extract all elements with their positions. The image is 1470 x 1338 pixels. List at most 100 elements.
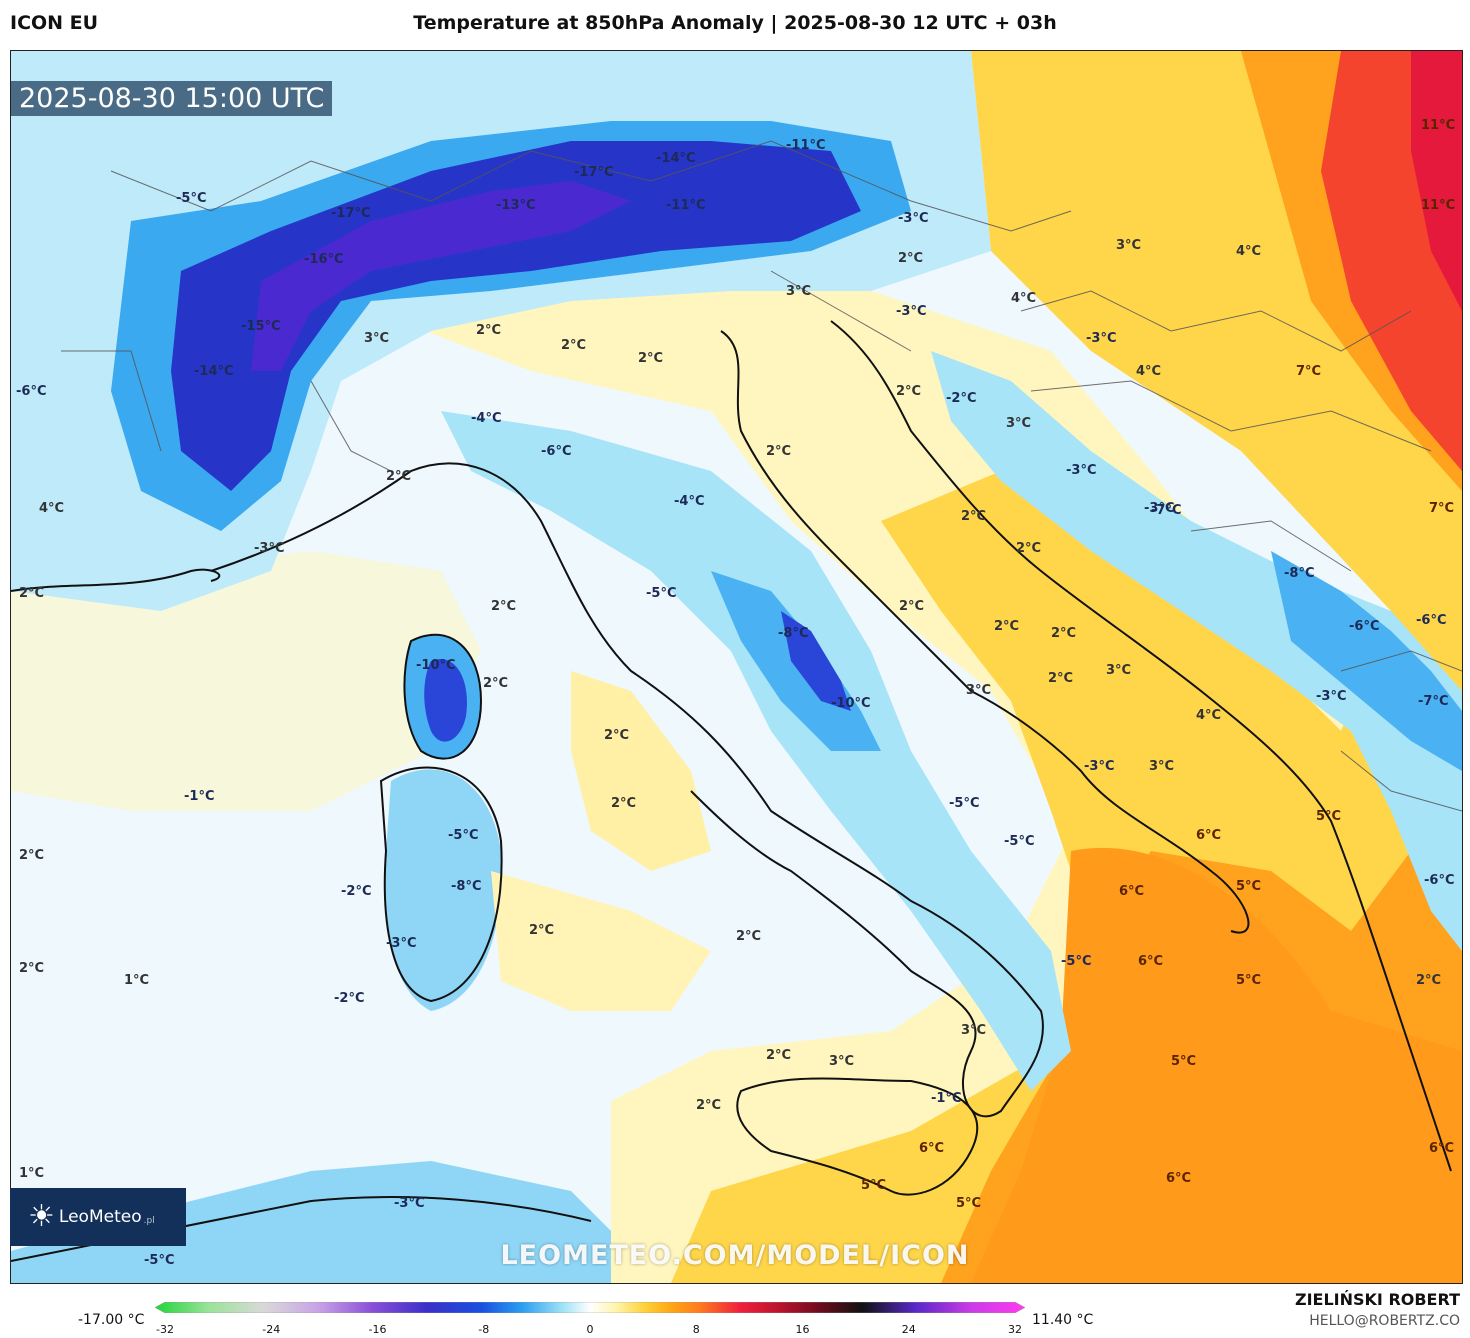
cold-zone-deep [171,141,861,491]
map-label: 2°C [1048,671,1074,686]
map-label: -17°C [574,165,614,180]
map-label: 2°C [1051,626,1077,641]
map-label: 11°C [1421,198,1456,213]
map-label: -8°C [1284,566,1315,581]
map-label: -14°C [194,364,234,379]
map-label: 2°C [638,351,664,366]
coastline-balkans [830,320,1452,1172]
map-label: -5°C [448,828,479,843]
map-label: -2°C [341,884,372,899]
map-label: 2°C [19,961,45,976]
colorbar-tick-label: 8 [692,1323,700,1336]
page-title: Temperature at 850hPa Anomaly | 2025-08-… [413,12,1057,34]
map-label: 2°C [899,599,925,614]
map-label: 2°C [961,509,987,524]
map-label: -3°C [394,1196,425,1211]
map-label: 5°C [1171,1054,1197,1069]
map-label: -15°C [241,319,281,334]
model-name: ICON EU [10,12,99,34]
map-label: -6°C [1349,619,1380,634]
map-label: 2°C [1416,973,1442,988]
map-label: -7°C [1151,503,1182,518]
colorbar-tick-label: -24 [262,1323,281,1336]
colorbar-tick-label: 32 [1008,1323,1022,1336]
leometeo-logo[interactable]: ☀ LeoMeteo .pl [10,1188,186,1246]
colorbar-tick-label: 16 [795,1323,810,1336]
coastline-corsica [403,633,483,760]
watermark-url: LEOMETEO.COM/MODEL/ICON [500,1240,970,1271]
map-label: 2°C [604,728,630,743]
map-label: 2°C [561,338,587,353]
author-email[interactable]: HELLO@ROBERTZ.CO [1309,1313,1460,1329]
cold-zone-purple [251,181,631,371]
map-label: 3°C [1006,416,1032,431]
map-label: 3°C [1149,759,1175,774]
map-label: -5°C [1061,954,1092,969]
map-label: -5°C [176,191,207,206]
map-label: -6°C [16,384,47,399]
map-label: 4°C [1136,364,1162,379]
map-label: -11°C [786,138,826,153]
warm-zone-deepred [1411,51,1462,311]
sun-icon: ☀ [28,1199,55,1234]
warm-zone-tyrrhenian [491,871,711,1011]
map-label: -3°C [1086,331,1117,346]
map-label: 3°C [966,683,992,698]
map-label: 1°C [124,973,150,988]
map-label: 2°C [994,619,1020,634]
warm-zone-light-west [11,551,481,811]
cold-zone-apennine-light [441,411,1071,1091]
map-label: -6°C [541,444,572,459]
map-label: -3°C [1084,759,1115,774]
map-label: 2°C [1016,541,1042,556]
map-label: -8°C [778,626,809,641]
map-label: 5°C [861,1178,887,1193]
map-label: 2°C [19,848,45,863]
map-label: -6°C [1424,873,1455,888]
map-label: 1°C [19,1166,45,1181]
coastline-sardinia [379,766,503,1003]
coastline-sicily [736,1077,979,1196]
coastline-france [11,568,221,592]
cold-zone-corsica-deep [424,659,467,742]
map-label: -3°C [254,541,285,556]
map-label: 2°C [736,929,762,944]
colorbar [155,1302,1025,1313]
map-label: 3°C [364,331,390,346]
map-label: -5°C [1004,834,1035,849]
coastline-italy [210,330,1250,1118]
map-label: 2°C [483,676,509,691]
colorbar-max-label: 11.40 °C [1032,1312,1094,1328]
warm-zone-orange [941,51,1462,1283]
map-label: -10°C [416,658,456,673]
map-label: -11°C [666,198,706,213]
map-label: -13°C [496,198,536,213]
author-name: ZIELIŃSKI ROBERT [1294,1290,1460,1309]
map-label: 2°C [766,444,792,459]
map-label: 4°C [1236,244,1262,259]
map-label: -5°C [646,586,677,601]
cold-zone-balkan-medium [1271,551,1462,771]
map-label: 11°C [1421,118,1456,133]
map-label: -1°C [184,789,215,804]
map-label: -3°C [1316,689,1347,704]
map-label: 2°C [611,796,637,811]
colorbar-tick-label: -32 [156,1323,174,1336]
map-label: -3°C [898,211,929,226]
map-label: 5°C [1236,879,1262,894]
map-label: -6°C [1416,613,1447,628]
map-label: 2°C [386,469,412,484]
map-label: 6°C [1429,1141,1455,1156]
map-label: -16°C [304,252,344,267]
map-label: 7°C [1429,501,1455,516]
map-label: -14°C [656,151,696,166]
map-label: -17°C [331,206,371,221]
cold-zone-sardinia [384,769,502,1011]
map-label: 4°C [1196,708,1222,723]
country-borders [61,140,1462,812]
map-label: -10°C [831,696,871,711]
map-label: 3°C [1106,663,1132,678]
map-label: 4°C [39,501,65,516]
map-label: -5°C [949,796,980,811]
map-label: 3°C [1116,238,1142,253]
